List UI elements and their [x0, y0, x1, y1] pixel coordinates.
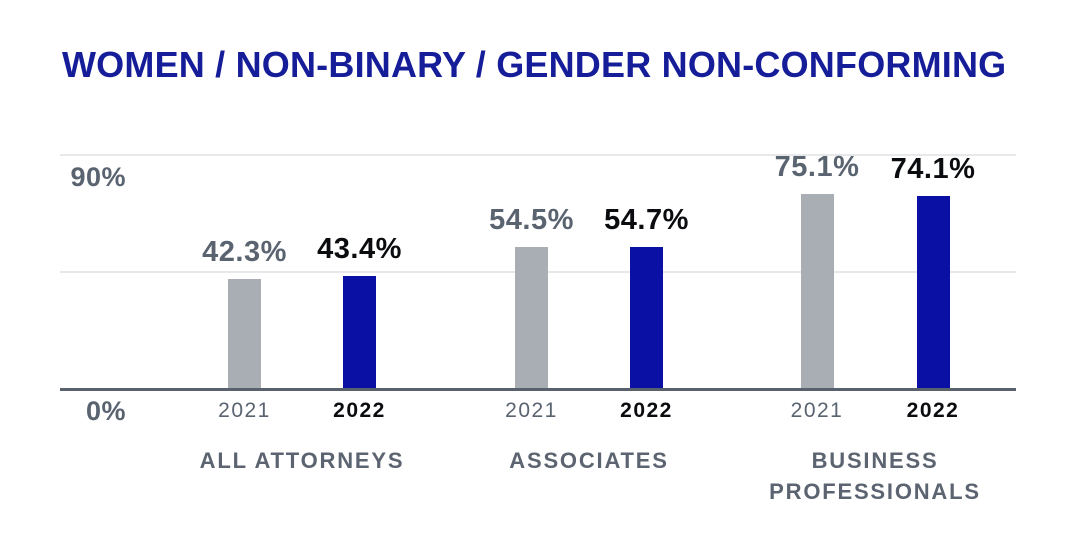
category-label: ASSOCIATES — [509, 448, 669, 473]
bar-2022 — [630, 246, 663, 389]
value-label: 43.4% — [317, 233, 402, 266]
value-label: 54.5% — [489, 204, 574, 237]
year-label-2022: 2022 — [906, 399, 960, 422]
value-label: 42.3% — [202, 236, 287, 269]
year-label-2022: 2022 — [333, 399, 386, 422]
value-label: 75.1% — [774, 150, 860, 183]
value-label: 74.1% — [890, 153, 976, 186]
bar-2022 — [916, 196, 950, 389]
y-tick-label: 0% — [85, 396, 126, 426]
year-label-2021: 2021 — [790, 399, 844, 422]
bar-2022 — [343, 276, 376, 389]
bar-2021 — [800, 193, 834, 389]
bar-2021 — [515, 247, 548, 389]
chart-title: WOMEN / NON-BINARY / GENDER NON-CONFORMI… — [62, 44, 1007, 85]
y-tick-label: 90% — [70, 162, 126, 192]
category-label: ALL ATTORNEYS — [199, 448, 405, 473]
value-label: 54.7% — [604, 203, 689, 236]
category-label: BUSINESS PROFESSIONALS — [769, 448, 981, 504]
year-label-2021: 2021 — [218, 399, 271, 422]
gridline — [60, 154, 1016, 156]
x-axis-line — [60, 388, 1016, 391]
year-label-2022: 2022 — [620, 399, 673, 422]
year-label-2021: 2021 — [505, 399, 558, 422]
bar-2021 — [228, 279, 261, 389]
